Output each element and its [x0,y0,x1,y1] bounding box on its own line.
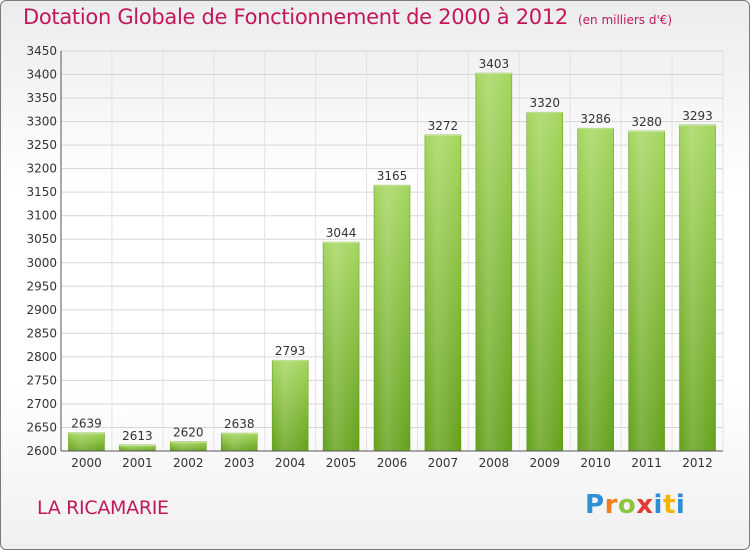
bar-highlight [170,441,207,451]
bar-highlight [272,360,309,451]
data-label-2003: 2638 [224,417,255,431]
data-label-2006: 3165 [377,169,408,183]
y-tick-label: 2750 [26,373,57,387]
bar-highlight [374,185,410,451]
data-label-2000: 2639 [71,417,102,431]
x-tick-label: 2005 [326,456,357,470]
data-label-2007: 3272 [428,119,459,133]
bar-highlight [119,444,156,451]
x-tick-label: 2007 [428,456,459,470]
title-row: Dotation Globale de Fonctionnement de 20… [23,5,672,29]
y-tick-label: 2900 [26,303,57,317]
chart-title: Dotation Globale de Fonctionnement de 20… [23,5,568,29]
y-tick-label: 2650 [26,420,57,434]
y-tick-label: 2950 [26,279,57,293]
data-label-2001: 2613 [122,429,153,443]
proxiti-logo: Proxiti [585,490,685,520]
x-tick-label: 2012 [682,456,713,470]
bar-highlight [475,73,512,451]
y-tick-label: 3050 [26,232,57,246]
bar-highlight [68,432,105,451]
x-tick-label: 2003 [224,456,255,470]
logo-letter: o [617,490,637,520]
y-tick-label: 2850 [26,326,57,340]
x-tick-label: 2001 [122,456,153,470]
bar-highlight [679,124,716,451]
logo-letter: r [604,490,618,520]
logo-letter: i [675,490,686,520]
data-label-2005: 3044 [326,226,357,240]
x-tick-label: 2002 [173,456,204,470]
x-tick-label: 2009 [529,456,560,470]
bar-highlight [221,433,258,451]
x-tick-label: 2010 [580,456,611,470]
data-label-2009: 3320 [529,96,560,110]
y-tick-label: 2800 [26,350,57,364]
y-tick-label: 3100 [26,209,57,223]
data-label-2011: 3280 [631,115,662,129]
y-tick-label: 3300 [26,115,57,129]
logo-letter: t [662,490,676,520]
bar-highlight [628,131,665,451]
x-tick-label: 2000 [71,456,102,470]
y-tick-label: 3250 [26,138,57,152]
y-tick-label: 3350 [26,91,57,105]
data-label-2008: 3403 [479,57,510,71]
data-label-2012: 3293 [682,109,713,123]
logo-letter: x [636,490,654,520]
y-tick-label: 3200 [26,162,57,176]
logo-letter: P [585,490,605,520]
y-tick-label: 3150 [26,185,57,199]
x-tick-label: 2004 [275,456,306,470]
y-tick-label: 2600 [26,444,57,458]
data-label-2004: 2793 [275,344,306,358]
bar-highlight [424,134,461,451]
commune-name: LA RICAMARIE [37,497,169,519]
bar-highlight [526,112,563,452]
x-tick-label: 2011 [631,456,662,470]
bar-highlight [323,242,360,451]
y-tick-label: 2700 [26,397,57,411]
logo-letter: i [653,490,663,520]
x-tick-label: 2008 [479,456,510,470]
y-tick-label: 3450 [26,44,57,58]
y-tick-label: 3000 [26,256,57,270]
y-tick-label: 3400 [26,68,57,82]
data-label-2010: 3286 [580,112,611,126]
bar-highlight [577,128,614,452]
data-label-2002: 2620 [173,426,204,440]
chart-subtitle: (en milliers d'€) [577,13,673,27]
x-tick-label: 2006 [377,456,408,470]
